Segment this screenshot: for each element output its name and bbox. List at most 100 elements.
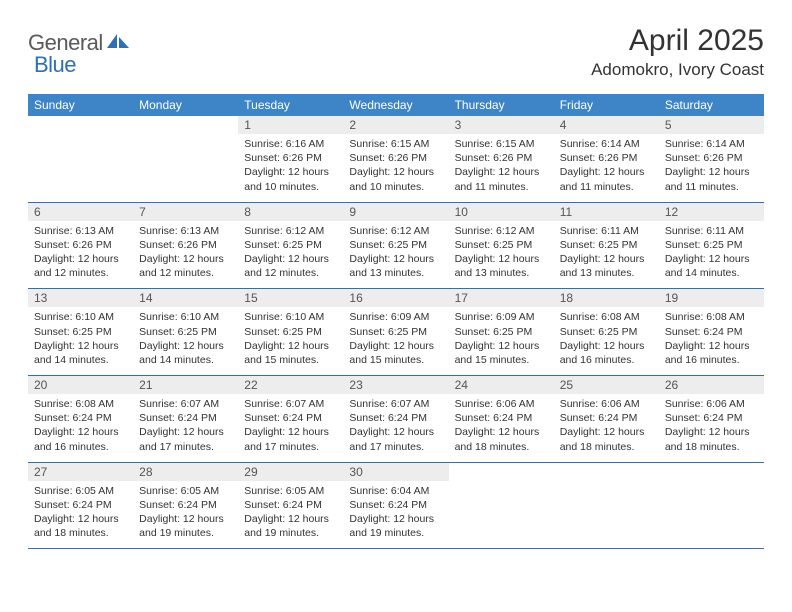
sunrise-text: Sunrise: 6:10 AM <box>34 310 127 324</box>
day-detail-cell: Sunrise: 6:13 AMSunset: 6:26 PMDaylight:… <box>133 221 238 289</box>
day-detail-cell <box>659 481 764 549</box>
day-number-cell: 15 <box>238 289 343 308</box>
day-number-cell: 22 <box>238 376 343 395</box>
sunset-text: Sunset: 6:24 PM <box>665 325 758 339</box>
day-number-cell: 25 <box>554 376 659 395</box>
daylight-text-2: and 19 minutes. <box>139 526 232 540</box>
day-number-cell: 18 <box>554 289 659 308</box>
day-number-cell: 5 <box>659 116 764 134</box>
daylight-text-1: Daylight: 12 hours <box>244 512 337 526</box>
daylight-text-1: Daylight: 12 hours <box>560 252 653 266</box>
logo-sail-icon <box>107 32 129 55</box>
day-number-cell: 13 <box>28 289 133 308</box>
day-detail-cell: Sunrise: 6:10 AMSunset: 6:25 PMDaylight:… <box>133 307 238 375</box>
detail-row: Sunrise: 6:10 AMSunset: 6:25 PMDaylight:… <box>28 307 764 375</box>
day-detail-cell: Sunrise: 6:04 AMSunset: 6:24 PMDaylight:… <box>343 481 448 549</box>
sunset-text: Sunset: 6:24 PM <box>244 411 337 425</box>
logo-blue-row: Blue <box>34 52 76 78</box>
day-number-cell: 27 <box>28 462 133 481</box>
daylight-text-1: Daylight: 12 hours <box>560 425 653 439</box>
sunset-text: Sunset: 6:26 PM <box>665 151 758 165</box>
day-detail-cell: Sunrise: 6:13 AMSunset: 6:26 PMDaylight:… <box>28 221 133 289</box>
daylight-text-1: Daylight: 12 hours <box>244 339 337 353</box>
daylight-text-2: and 12 minutes. <box>244 266 337 280</box>
sunrise-text: Sunrise: 6:06 AM <box>665 397 758 411</box>
daylight-text-1: Daylight: 12 hours <box>455 339 548 353</box>
day-number-cell: 9 <box>343 202 448 221</box>
day-number-cell <box>659 462 764 481</box>
day-number-cell: 16 <box>343 289 448 308</box>
day-detail-cell: Sunrise: 6:06 AMSunset: 6:24 PMDaylight:… <box>449 394 554 462</box>
daylight-text-2: and 16 minutes. <box>560 353 653 367</box>
sunset-text: Sunset: 6:24 PM <box>665 411 758 425</box>
page: General April 2025 Adomokro, Ivory Coast… <box>0 0 792 549</box>
sunset-text: Sunset: 6:25 PM <box>665 238 758 252</box>
daylight-text-2: and 18 minutes. <box>455 440 548 454</box>
sunrise-text: Sunrise: 6:12 AM <box>455 224 548 238</box>
daylight-text-1: Daylight: 12 hours <box>349 165 442 179</box>
daylight-text-1: Daylight: 12 hours <box>139 339 232 353</box>
daylight-text-2: and 14 minutes. <box>665 266 758 280</box>
day-detail-cell: Sunrise: 6:14 AMSunset: 6:26 PMDaylight:… <box>554 134 659 202</box>
daylight-text-1: Daylight: 12 hours <box>665 165 758 179</box>
day-detail-cell: Sunrise: 6:14 AMSunset: 6:26 PMDaylight:… <box>659 134 764 202</box>
sunrise-text: Sunrise: 6:05 AM <box>139 484 232 498</box>
daylight-text-2: and 17 minutes. <box>139 440 232 454</box>
month-year: April 2025 <box>591 24 764 58</box>
daylight-text-2: and 13 minutes. <box>455 266 548 280</box>
sunrise-text: Sunrise: 6:10 AM <box>139 310 232 324</box>
daylight-text-2: and 15 minutes. <box>455 353 548 367</box>
day-number-cell <box>449 462 554 481</box>
daylight-text-1: Daylight: 12 hours <box>349 425 442 439</box>
daylight-text-1: Daylight: 12 hours <box>560 165 653 179</box>
col-thursday: Thursday <box>449 94 554 116</box>
day-number-cell: 4 <box>554 116 659 134</box>
daylight-text-2: and 14 minutes. <box>34 353 127 367</box>
daylight-text-1: Daylight: 12 hours <box>139 252 232 266</box>
daylight-text-2: and 18 minutes. <box>34 526 127 540</box>
sunset-text: Sunset: 6:24 PM <box>34 498 127 512</box>
daylight-text-2: and 17 minutes. <box>244 440 337 454</box>
day-number-cell: 11 <box>554 202 659 221</box>
detail-row: Sunrise: 6:16 AMSunset: 6:26 PMDaylight:… <box>28 134 764 202</box>
sunrise-text: Sunrise: 6:12 AM <box>244 224 337 238</box>
day-number-cell: 29 <box>238 462 343 481</box>
day-number-cell: 8 <box>238 202 343 221</box>
col-sunday: Sunday <box>28 94 133 116</box>
sunset-text: Sunset: 6:25 PM <box>560 325 653 339</box>
daylight-text-2: and 12 minutes. <box>139 266 232 280</box>
day-number-cell: 19 <box>659 289 764 308</box>
sunset-text: Sunset: 6:24 PM <box>244 498 337 512</box>
sunset-text: Sunset: 6:24 PM <box>139 411 232 425</box>
daylight-text-2: and 10 minutes. <box>349 180 442 194</box>
location: Adomokro, Ivory Coast <box>591 60 764 80</box>
day-detail-cell <box>554 481 659 549</box>
daylight-text-1: Daylight: 12 hours <box>665 339 758 353</box>
daynum-row: 13141516171819 <box>28 289 764 308</box>
day-detail-cell <box>28 134 133 202</box>
daynum-row: 12345 <box>28 116 764 134</box>
day-number-cell: 2 <box>343 116 448 134</box>
sunset-text: Sunset: 6:26 PM <box>560 151 653 165</box>
day-detail-cell: Sunrise: 6:12 AMSunset: 6:25 PMDaylight:… <box>238 221 343 289</box>
sunset-text: Sunset: 6:26 PM <box>455 151 548 165</box>
daylight-text-2: and 13 minutes. <box>349 266 442 280</box>
day-detail-cell: Sunrise: 6:07 AMSunset: 6:24 PMDaylight:… <box>133 394 238 462</box>
calendar-header-row: Sunday Monday Tuesday Wednesday Thursday… <box>28 94 764 116</box>
day-detail-cell <box>449 481 554 549</box>
sunrise-text: Sunrise: 6:07 AM <box>244 397 337 411</box>
day-detail-cell: Sunrise: 6:10 AMSunset: 6:25 PMDaylight:… <box>28 307 133 375</box>
col-saturday: Saturday <box>659 94 764 116</box>
sunset-text: Sunset: 6:25 PM <box>349 325 442 339</box>
daylight-text-1: Daylight: 12 hours <box>34 512 127 526</box>
daylight-text-1: Daylight: 12 hours <box>455 425 548 439</box>
sunset-text: Sunset: 6:24 PM <box>349 498 442 512</box>
day-number-cell: 24 <box>449 376 554 395</box>
sunset-text: Sunset: 6:25 PM <box>560 238 653 252</box>
daylight-text-2: and 11 minutes. <box>560 180 653 194</box>
sunset-text: Sunset: 6:25 PM <box>34 325 127 339</box>
day-number-cell: 23 <box>343 376 448 395</box>
sunrise-text: Sunrise: 6:10 AM <box>244 310 337 324</box>
day-number-cell: 17 <box>449 289 554 308</box>
day-number-cell <box>28 116 133 134</box>
